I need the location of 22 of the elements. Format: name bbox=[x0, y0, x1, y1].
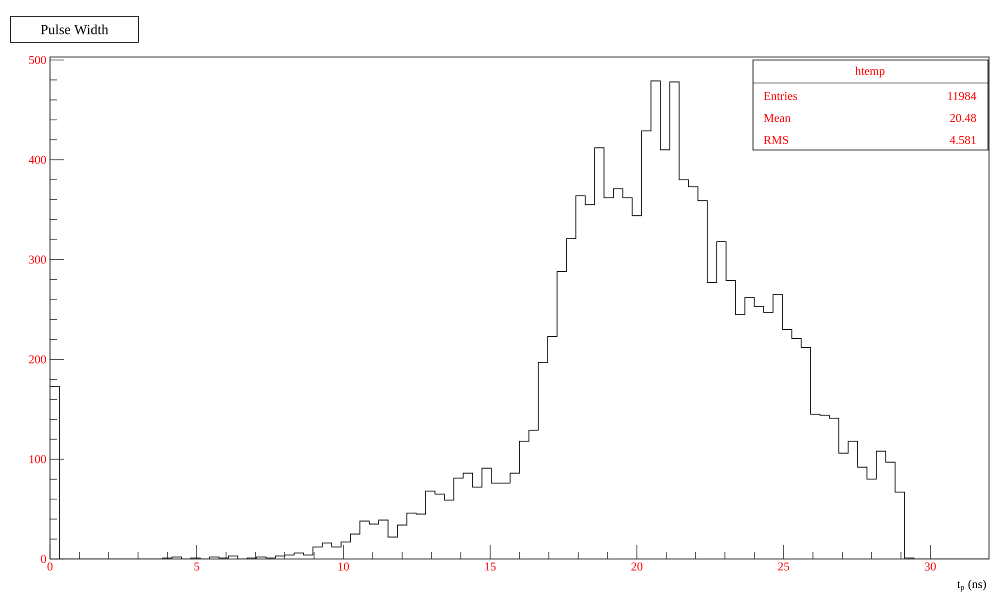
y-tick-label: 200 bbox=[29, 355, 46, 364]
chart-title: Pulse Width bbox=[40, 24, 108, 34]
y-tick-label: 100 bbox=[30, 455, 46, 464]
annotation: 20.48 bbox=[950, 114, 976, 122]
x-tick-label: 30 bbox=[924, 562, 936, 571]
x-axis-title: t$_{p}$ (ns) bbox=[957, 580, 986, 592]
annotation: Mean bbox=[764, 114, 791, 122]
x-tick-label: 20 bbox=[631, 562, 642, 571]
annotation: 11984 bbox=[948, 92, 976, 100]
x-tick-label: 0 bbox=[47, 562, 53, 571]
annotation: Entries bbox=[764, 92, 797, 100]
y-tick-label: 300 bbox=[29, 256, 46, 264]
annotation: 4.581 bbox=[950, 136, 976, 144]
x-tick-label: 15 bbox=[485, 562, 496, 571]
annotation: RMS bbox=[764, 136, 788, 144]
y-tick-label: 400 bbox=[28, 156, 46, 164]
x-tick-label: 5 bbox=[194, 562, 200, 570]
x-tick-label: 25 bbox=[778, 562, 790, 571]
x-tick-label: 10 bbox=[338, 562, 349, 571]
y-tick-label: 500 bbox=[29, 56, 46, 64]
annotation: htemp bbox=[855, 66, 884, 78]
y-tick-label: 0 bbox=[40, 554, 46, 564]
